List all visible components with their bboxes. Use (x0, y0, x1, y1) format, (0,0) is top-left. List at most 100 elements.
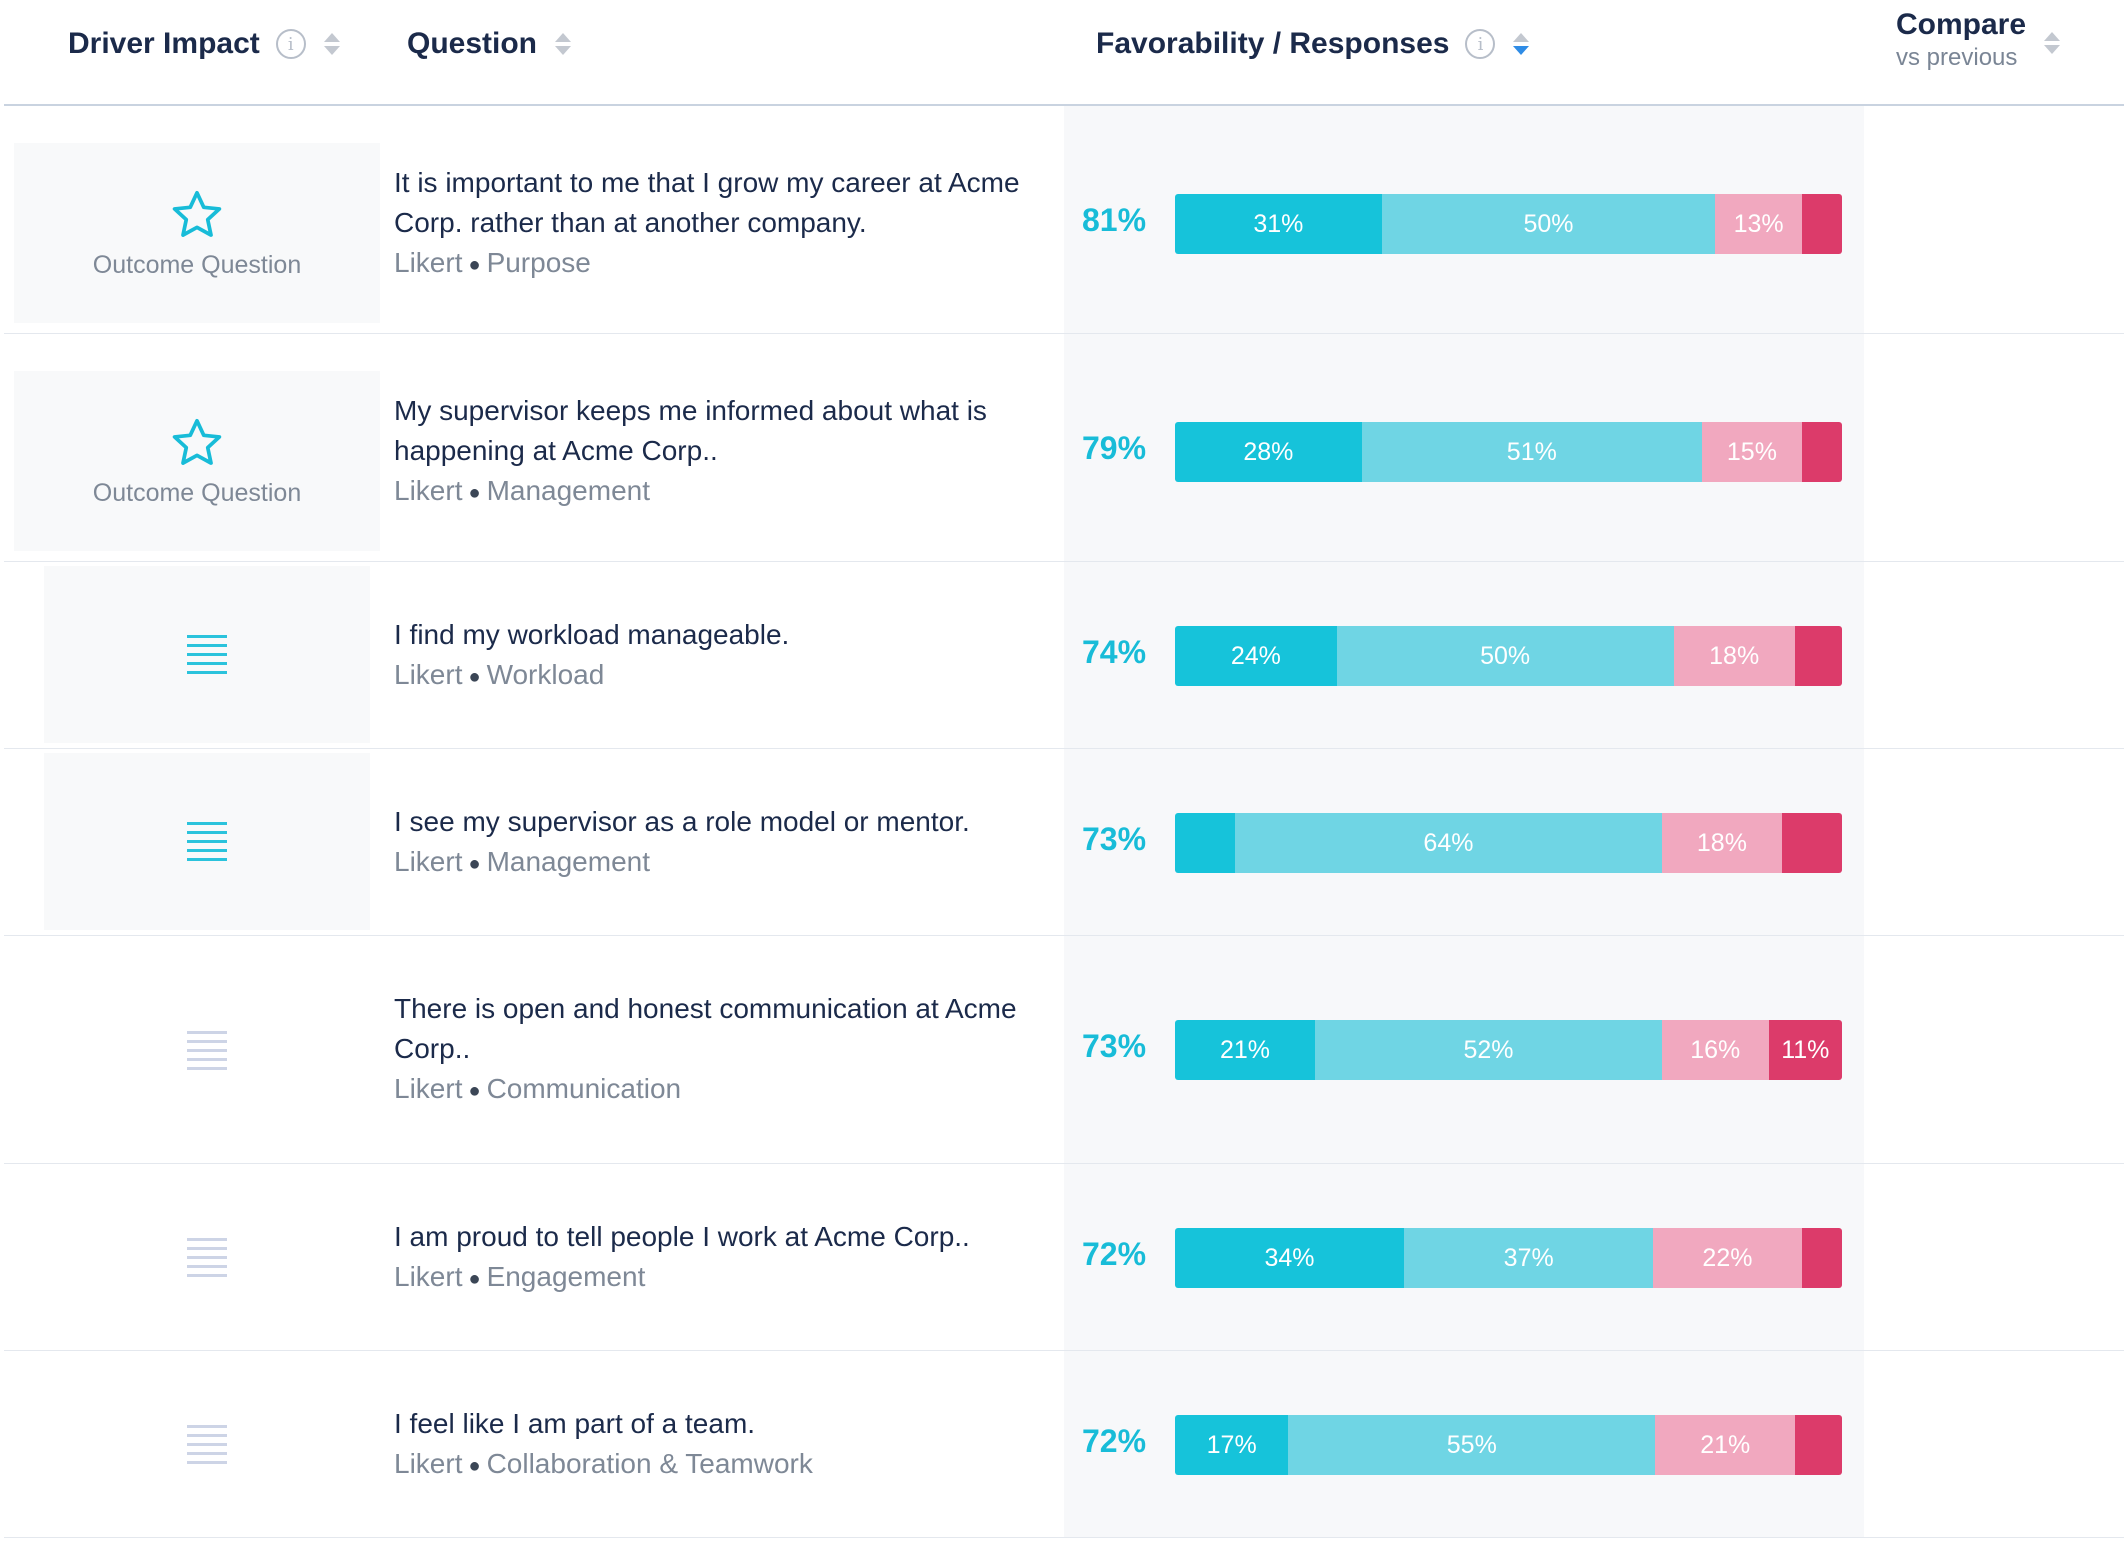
question-cell[interactable]: My supervisor keeps me informed about wh… (394, 391, 1034, 513)
question-meta: Likert ● Workload (394, 655, 1034, 697)
question-category: Engagement (486, 1261, 646, 1292)
compare-subtitle: vs previous (1896, 44, 2018, 71)
question-table: Outcome Question It is important to me th… (4, 106, 2124, 1538)
sort-active-icon[interactable] (1513, 33, 1530, 55)
unfavorable-segment[interactable]: 18% (1673, 626, 1795, 686)
strongly-favorable-segment[interactable] (1175, 813, 1236, 873)
driver-impact-cell (44, 1174, 370, 1341)
response-bar[interactable]: 24% 50% 18% (1175, 626, 1842, 686)
driver-impact-cell (44, 946, 370, 1154)
favorable-segment[interactable]: 64% (1235, 813, 1662, 873)
question-header[interactable]: Question (407, 22, 572, 66)
question-meta: Likert ● Engagement (394, 1257, 1034, 1299)
table-row[interactable]: I find my workload manageable. Likert ● Wor… (4, 562, 2124, 749)
table-row[interactable]: Outcome Question It is important to me th… (4, 106, 2124, 334)
favorability-label: Favorability / Responses (1096, 27, 1450, 60)
favorability-score: 79% (1082, 430, 1147, 466)
separator-dot: ● (468, 481, 481, 504)
question-cell[interactable]: I find my workload manageable. Likert ● Wor… (394, 615, 1034, 697)
favorability-score: 81% (1082, 202, 1147, 238)
strongly-favorable-segment[interactable]: 21% (1175, 1020, 1316, 1080)
strongly-favorable-segment[interactable]: 34% (1175, 1228, 1405, 1288)
info-icon[interactable]: i (275, 29, 306, 59)
strongly-favorable-segment[interactable]: 28% (1175, 422, 1362, 482)
outcome-question-badge: Outcome Question (14, 143, 380, 323)
question-category: Management (486, 475, 650, 506)
table-row[interactable]: There is open and honest communication a… (4, 936, 2124, 1164)
compare-header[interactable]: Compare vs previous (1896, 8, 2061, 72)
strongly-unfavorable-segment[interactable] (1794, 626, 1842, 686)
favorable-segment[interactable]: 50% (1381, 194, 1716, 254)
question-text: I feel like I am part of a team. (394, 1408, 756, 1439)
question-meta: Likert ● Management (394, 471, 1034, 513)
question-type: Likert (394, 475, 463, 506)
favorability-score: 73% (1082, 821, 1147, 857)
response-bar[interactable]: 34% 37% 22% (1175, 1228, 1842, 1288)
question-meta: Likert ● Management (394, 842, 1034, 884)
question-meta: Likert ● Collaboration & Teamwork (394, 1444, 1034, 1486)
question-meta: Likert ● Purpose (394, 243, 1034, 285)
unfavorable-segment[interactable]: 15% (1701, 422, 1802, 482)
driver-impact-cell (44, 1361, 370, 1528)
unfavorable-segment[interactable]: 13% (1715, 194, 1802, 254)
question-cell[interactable]: I am proud to tell people I work at Acme… (394, 1217, 1034, 1299)
table-header: Driver Impact i Question Favorability / … (4, 0, 2124, 106)
question-category: Collaboration & Teamwork (486, 1448, 813, 1479)
question-cell[interactable]: It is important to me that I grow my car… (394, 163, 1034, 285)
favorable-segment[interactable]: 50% (1336, 626, 1674, 686)
separator-dot: ● (468, 1079, 481, 1102)
strongly-favorable-segment[interactable]: 31% (1175, 194, 1382, 254)
response-bar[interactable]: 17% 55% 21% (1175, 1415, 1842, 1475)
favorable-segment[interactable]: 55% (1288, 1415, 1656, 1475)
strongly-unfavorable-segment[interactable] (1781, 813, 1842, 873)
strongly-favorable-segment[interactable]: 24% (1175, 626, 1337, 686)
sort-icon[interactable] (555, 33, 572, 55)
star-icon (172, 418, 222, 465)
favorability-score: 72% (1082, 1423, 1147, 1459)
driver-impact-icon (187, 822, 227, 861)
question-cell[interactable]: I feel like I am part of a team. Likert ● C… (394, 1404, 1034, 1486)
table-row[interactable]: Outcome Question My supervisor keeps me i… (4, 334, 2124, 562)
strongly-unfavorable-segment[interactable] (1801, 194, 1842, 254)
question-cell[interactable]: There is open and honest communication a… (394, 989, 1034, 1111)
outcome-question-label: Outcome Question (92, 250, 302, 279)
info-icon[interactable]: i (1465, 29, 1496, 59)
table-row[interactable]: I see my supervisor as a role model or m… (4, 749, 2124, 936)
strongly-unfavorable-segment[interactable] (1801, 422, 1842, 482)
response-bar[interactable]: 64% 18% (1175, 813, 1842, 873)
unfavorable-segment[interactable]: 22% (1653, 1228, 1802, 1288)
table-row[interactable]: I am proud to tell people I work at Acme… (4, 1164, 2124, 1351)
question-type: Likert (394, 1261, 463, 1292)
separator-dot: ● (468, 1454, 481, 1477)
outcome-question-badge: Outcome Question (14, 371, 380, 551)
table-row[interactable]: I feel like I am part of a team. Likert ● C… (4, 1351, 2124, 1538)
separator-dot: ● (468, 1267, 481, 1290)
response-bar[interactable]: 28% 51% 15% (1175, 422, 1842, 482)
favorability-score: 72% (1082, 1236, 1147, 1272)
unfavorable-segment[interactable]: 21% (1655, 1415, 1796, 1475)
question-text: My supervisor keeps me informed about wh… (394, 395, 987, 466)
response-bar[interactable]: 21% 52% 16% 11% (1175, 1020, 1842, 1080)
unfavorable-segment[interactable]: 16% (1661, 1020, 1769, 1080)
driver-impact-header[interactable]: Driver Impact i (68, 22, 340, 66)
favorable-segment[interactable]: 52% (1315, 1020, 1662, 1080)
question-cell[interactable]: I see my supervisor as a role model or m… (394, 802, 1034, 884)
question-category: Communication (486, 1073, 682, 1104)
strongly-favorable-segment[interactable]: 17% (1175, 1415, 1289, 1475)
driver-impact-label: Driver Impact (68, 27, 260, 60)
star-icon (172, 190, 222, 237)
strongly-unfavorable-segment[interactable] (1801, 1228, 1842, 1288)
favorable-segment[interactable]: 37% (1404, 1228, 1654, 1288)
response-bar[interactable]: 31% 50% 13% (1175, 194, 1842, 254)
sort-icon[interactable] (323, 33, 340, 55)
strongly-unfavorable-segment[interactable] (1795, 1415, 1842, 1475)
question-type: Likert (394, 1073, 463, 1104)
question-meta: Likert ● Communication (394, 1069, 1034, 1111)
driver-impact-icon (187, 635, 227, 674)
favorable-segment[interactable]: 51% (1361, 422, 1702, 482)
strongly-unfavorable-segment[interactable]: 11% (1768, 1020, 1842, 1080)
sort-icon[interactable] (2044, 32, 2061, 54)
question-type: Likert (394, 1448, 463, 1479)
favorability-header[interactable]: Favorability / Responses i (1096, 22, 1530, 66)
unfavorable-segment[interactable]: 18% (1661, 813, 1782, 873)
